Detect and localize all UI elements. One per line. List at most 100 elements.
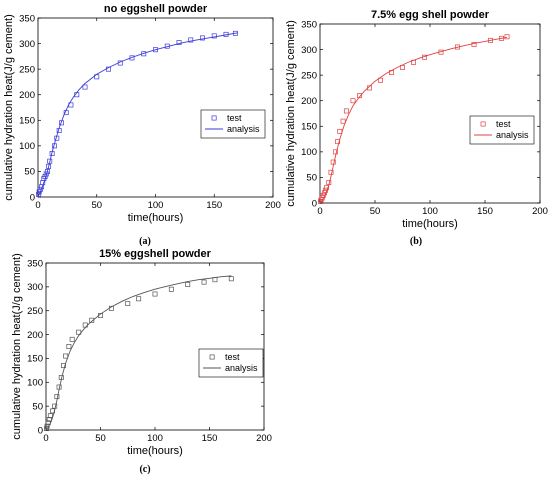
data-point-test (89, 317, 95, 323)
data-point-test (63, 353, 69, 359)
x-tick-label: 100 (148, 200, 164, 211)
x-tick-label: 150 (202, 433, 218, 444)
data-point-test (76, 329, 82, 335)
figure-caption: (c) (139, 464, 150, 475)
y-tick-label: 0 (30, 192, 35, 203)
y-tick-label: 300 (301, 45, 317, 56)
y-axis-label: cumulative hydration heat(J/g cement) (3, 14, 15, 200)
data-point-test (318, 199, 324, 204)
y-tick-label: 0 (38, 425, 43, 436)
legend-label-test: test (225, 352, 240, 362)
data-point-test (168, 286, 174, 292)
data-point-test (200, 35, 205, 41)
legend-box (198, 348, 264, 378)
x-axis-label: time(hours) (128, 212, 184, 224)
x-tick-label: 0 (317, 206, 322, 217)
data-point-test (185, 282, 191, 287)
x-tick-label: 100 (147, 433, 163, 444)
y-tick-label: 350 (19, 13, 35, 24)
chart-2: 0 50 100 150 200 0 50 100 150 200 250 300 350 15% egg… (11, 248, 272, 475)
y-tick-label: 300 (19, 39, 35, 50)
data-point-test (125, 301, 131, 307)
data-point-test (176, 40, 182, 45)
data-point-test (82, 84, 88, 90)
data-point-test (323, 187, 328, 193)
data-point-test (152, 291, 158, 297)
data-point-test (69, 336, 75, 342)
legend-swatch-marker (209, 354, 215, 360)
y-tick-label: 250 (27, 306, 43, 317)
x-tick-label: 0 (43, 433, 48, 444)
legend-label-analysis: analysis (496, 130, 529, 140)
x-tick-label: 50 (91, 200, 102, 211)
chart-title: 7.5% egg shell powder (371, 9, 490, 21)
x-tick-label: 200 (265, 200, 281, 211)
data-point-test (201, 279, 207, 285)
y-tick-label: 150 (301, 122, 317, 133)
chart-title: no eggshell powder (104, 3, 208, 15)
data-point-test (335, 139, 341, 145)
data-point-test (332, 149, 338, 155)
data-point-test (66, 344, 72, 349)
figure-caption: (b) (410, 236, 422, 247)
data-point-test (350, 98, 356, 104)
legend-box (469, 115, 535, 145)
y-tick-label: 250 (19, 64, 35, 75)
plot-area (37, 17, 274, 198)
x-tick-label: 200 (256, 433, 272, 444)
data-point-test (340, 118, 346, 124)
y-tick-label: 200 (19, 90, 35, 101)
series-line-analysis (319, 36, 508, 204)
y-tick-label: 50 (32, 401, 43, 412)
y-tick-label: 50 (306, 173, 317, 184)
data-point-test (504, 34, 510, 40)
x-tick-label: 100 (422, 206, 438, 217)
x-tick-label: 200 (532, 206, 548, 217)
x-tick-label: 150 (477, 206, 493, 217)
chart-0: 0 50 100 150 200 0 50 100 150 200 250 300 350 no eggs… (3, 3, 281, 247)
plot-area (45, 262, 265, 431)
data-point-test (153, 47, 158, 53)
data-point-test (343, 108, 349, 114)
y-tick-label: 0 (312, 198, 317, 209)
legend-swatch-marker (211, 115, 217, 121)
y-tick-label: 50 (24, 167, 35, 178)
legend-box (200, 109, 266, 139)
y-tick-label: 200 (27, 330, 43, 341)
data-point-test (188, 37, 194, 43)
x-tick-label: 150 (206, 200, 222, 211)
x-axis-label: time(hours) (402, 218, 458, 230)
data-point-test (357, 93, 363, 99)
data-point-test (60, 363, 66, 369)
y-tick-label: 100 (19, 141, 35, 152)
data-point-test (228, 276, 234, 282)
chart-title: 15% eggshell powder (99, 248, 212, 260)
legend-label-test: test (227, 113, 242, 123)
data-point-test (47, 413, 53, 419)
legend-label-analysis: analysis (225, 363, 258, 373)
x-axis-label: time(hours) (127, 445, 183, 457)
y-tick-label: 150 (27, 354, 43, 365)
data-point-test (44, 168, 50, 174)
series-line-analysis (37, 32, 238, 198)
data-point-test (136, 296, 142, 302)
x-tick-label: 50 (370, 206, 381, 217)
y-tick-label: 100 (301, 147, 317, 158)
legend-label-analysis: analysis (227, 124, 260, 134)
data-point-test (211, 33, 217, 39)
chart-1: 0 50 100 150 200 0 50 100 150 200 250 300 350 7.5% eg… (285, 9, 548, 247)
series-line-analysis (45, 275, 232, 431)
data-point-test (378, 77, 383, 83)
y-tick-label: 150 (19, 116, 35, 127)
y-tick-label: 250 (301, 70, 317, 81)
y-tick-label: 300 (27, 282, 43, 293)
x-tick-label: 50 (95, 433, 106, 444)
y-axis-label: cumulative hydration heat(J/g cement) (285, 20, 297, 206)
legend-label-test: test (496, 119, 511, 129)
legend-swatch-marker (480, 121, 486, 127)
figure-caption: (a) (139, 236, 151, 247)
